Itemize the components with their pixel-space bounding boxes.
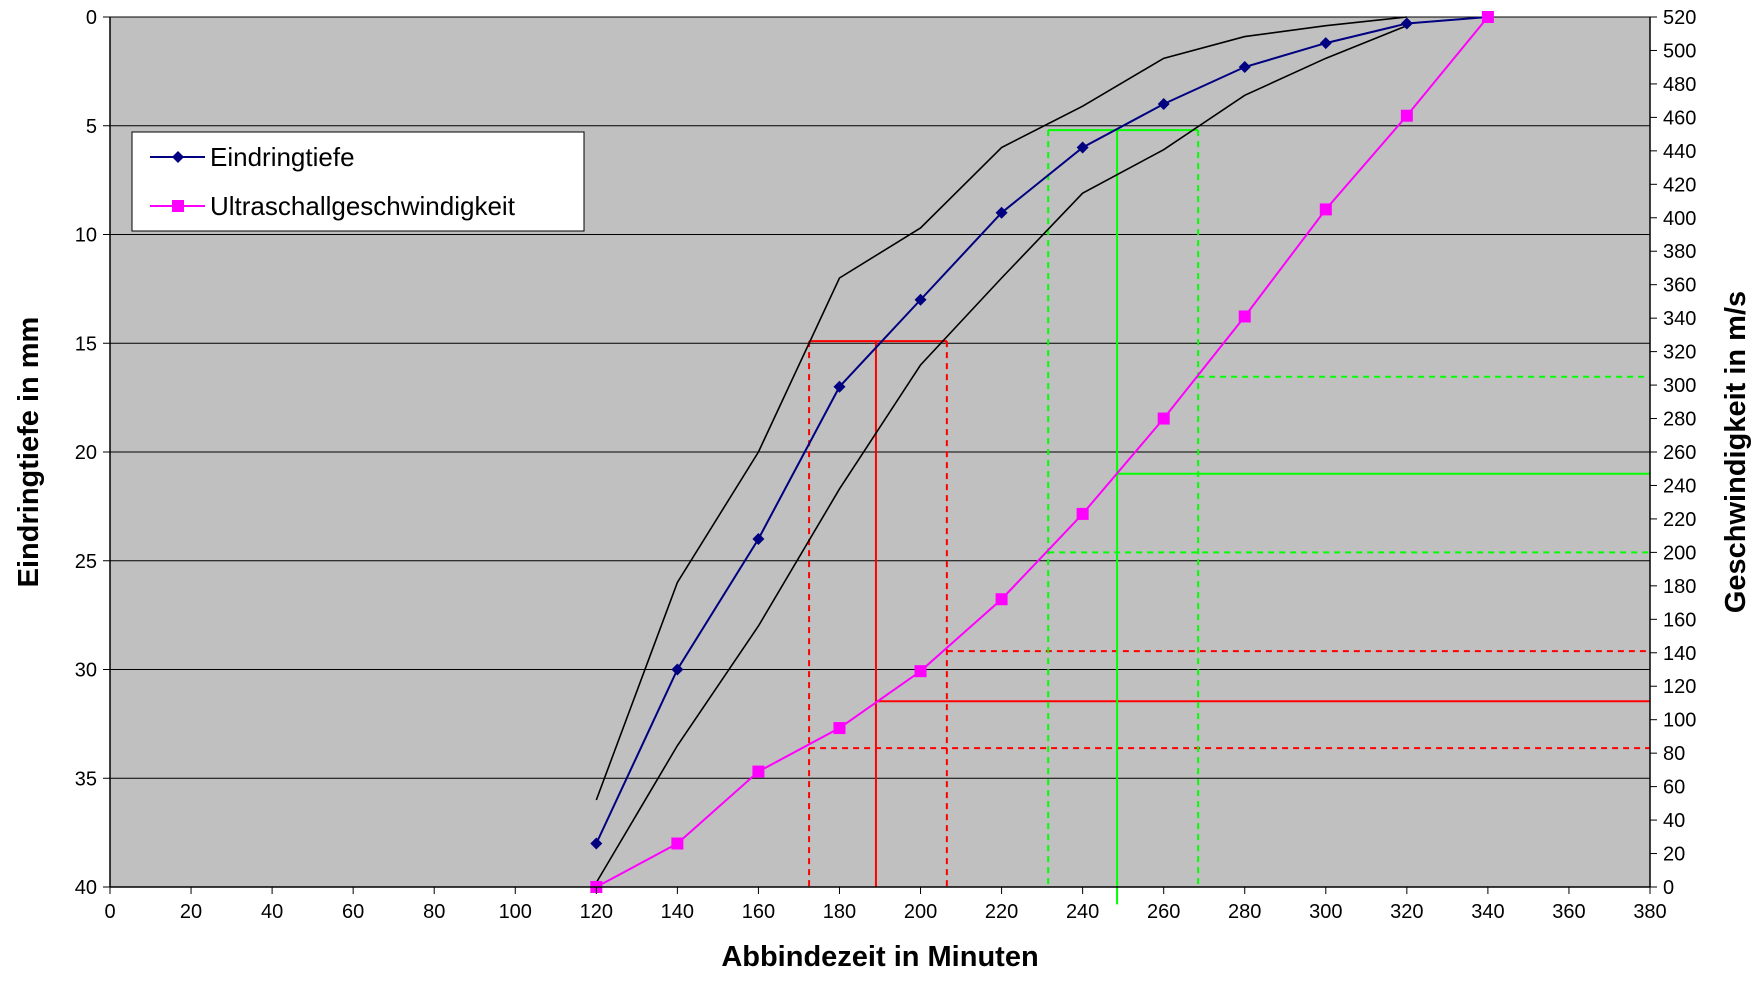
y-right-tick-label: 520: [1663, 7, 1696, 29]
x-axis-title: Abbindezeit in Minuten: [721, 941, 1038, 973]
y-right-tick-label: 100: [1663, 710, 1696, 732]
y-left-tick-label: 25: [75, 551, 97, 573]
data-point-ultraschall: [1157, 412, 1170, 425]
x-tick-label: 340: [1471, 901, 1504, 923]
x-tick-label: 240: [1066, 901, 1099, 923]
y-left-axis-ticks: 0 5 10 15 20 25 30 35 40: [75, 7, 110, 899]
y-left-tick-label: 30: [75, 660, 97, 682]
y-left-tick-label: 15: [75, 333, 97, 355]
y-right-tick-label: 480: [1663, 74, 1696, 96]
x-axis-ticks: 0 20 40 60 80 100 120 140 160 180 200 220 240 260 280 3…: [104, 887, 1667, 923]
y-right-tick-label: 260: [1663, 442, 1696, 464]
y-left-tick-label: 5: [86, 116, 97, 138]
y-right-tick-label: 320: [1663, 342, 1696, 364]
y-right-tick-label: 180: [1663, 576, 1696, 598]
x-tick-label: 260: [1147, 901, 1180, 923]
y-right-tick-label: 380: [1663, 241, 1696, 263]
y-right-axis-title: Geschwindigkeit in m/s: [1720, 291, 1752, 613]
data-point-ultraschall: [1400, 109, 1413, 122]
x-tick-label: 140: [661, 901, 694, 923]
data-point-ultraschall: [833, 722, 846, 735]
x-tick-label: 20: [180, 901, 202, 923]
x-tick-label: 40: [261, 901, 283, 923]
data-point-eindringtiefe: [1319, 37, 1332, 50]
series-line-ultraschall: [595, 16, 1489, 888]
envelope-upper-line: [595, 16, 1407, 801]
x-tick-label: 200: [904, 901, 937, 923]
data-point-ultraschall: [995, 593, 1008, 606]
y-right-tick-label: 60: [1663, 777, 1685, 799]
y-right-tick-label: 360: [1663, 275, 1696, 297]
y-right-tick-label: 500: [1663, 40, 1696, 62]
data-point-eindringtiefe: [833, 380, 846, 393]
envelope-curves: [595, 16, 1408, 884]
data-point-eindringtiefe: [671, 663, 684, 676]
y-right-tick-label: 220: [1663, 509, 1696, 531]
x-tick-label: 60: [342, 901, 364, 923]
data-point-eindringtiefe: [914, 293, 927, 306]
y-right-tick-label: 340: [1663, 308, 1696, 330]
y-right-tick-label: 140: [1663, 643, 1696, 665]
data-point-eindringtiefe: [752, 533, 765, 545]
y-right-tick-label: 120: [1663, 676, 1696, 698]
y-right-tick-label: 80: [1663, 743, 1685, 765]
data-point-eindringtiefe: [1076, 141, 1089, 154]
y-left-axis-title: Eindringtiefe in mm: [13, 317, 45, 588]
x-tick-label: 220: [985, 901, 1018, 923]
y-right-tick-label: 460: [1663, 107, 1696, 129]
y-right-tick-label: 420: [1663, 174, 1696, 196]
y-right-tick-label: 280: [1663, 409, 1696, 431]
data-point-ultraschall: [671, 837, 684, 850]
y-right-axis-ticks: 0 20 40 60 80 100 120 140 160 180 200 220 240 260 280 3…: [1650, 7, 1696, 899]
y-right-tick-label: 200: [1663, 542, 1696, 564]
x-tick-label: 160: [742, 901, 775, 923]
y-right-tick-label: 400: [1663, 208, 1696, 230]
y-right-tick-label: 160: [1663, 609, 1696, 631]
y-right-tick-label: 240: [1663, 475, 1696, 497]
data-point-eindringtiefe: [1400, 17, 1413, 30]
y-right-tick-label: 20: [1663, 844, 1685, 866]
y-left-tick-label: 20: [75, 442, 97, 464]
x-tick-label: 0: [104, 901, 115, 923]
legend-marker-square: [172, 200, 184, 212]
legend-label-ultraschall: Ultraschallgeschwindigkeit: [210, 191, 516, 221]
x-tick-label: 300: [1309, 901, 1342, 923]
reference-lines: [808, 129, 1650, 905]
data-point-ultraschall: [1076, 507, 1089, 520]
data-point-eindringtiefe: [1157, 98, 1170, 110]
data-point-ultraschall: [752, 765, 765, 778]
x-tick-label: 380: [1633, 901, 1666, 923]
x-tick-label: 120: [580, 901, 613, 923]
x-tick-label: 80: [423, 901, 445, 923]
series-line-eindringtiefe: [595, 16, 1488, 844]
legend-box: [131, 131, 585, 232]
data-point-ultraschall: [1238, 310, 1251, 323]
envelope-lower-line: [595, 24, 1408, 884]
legend: Eindringtiefe Ultraschallgeschwindigkeit: [131, 131, 585, 232]
data-point-eindringtiefe: [995, 206, 1008, 219]
y-left-tick-label: 40: [75, 877, 97, 899]
x-tick-label: 320: [1390, 901, 1423, 923]
legend-marker-diamond: [172, 151, 184, 163]
y-right-tick-label: 0: [1663, 877, 1674, 899]
x-tick-label: 360: [1552, 901, 1585, 923]
x-tick-label: 100: [499, 901, 532, 923]
y-left-tick-label: 10: [75, 225, 97, 247]
y-left-tick-label: 35: [75, 768, 97, 790]
y-right-tick-label: 40: [1663, 810, 1685, 832]
x-tick-label: 280: [1228, 901, 1261, 923]
data-point-ultraschall: [1319, 203, 1332, 216]
data-point-ultraschall: [1481, 11, 1494, 23]
data-series: [590, 11, 1494, 893]
data-point-eindringtiefe: [590, 837, 603, 850]
data-point-ultraschall: [914, 665, 927, 678]
data-point-eindringtiefe: [1238, 61, 1251, 74]
y-left-tick-label: 0: [86, 7, 97, 29]
x-tick-label: 180: [823, 901, 856, 923]
y-right-tick-label: 300: [1663, 375, 1696, 397]
y-right-tick-label: 440: [1663, 141, 1696, 163]
legend-label-eindringtiefe: Eindringtiefe: [210, 142, 355, 172]
